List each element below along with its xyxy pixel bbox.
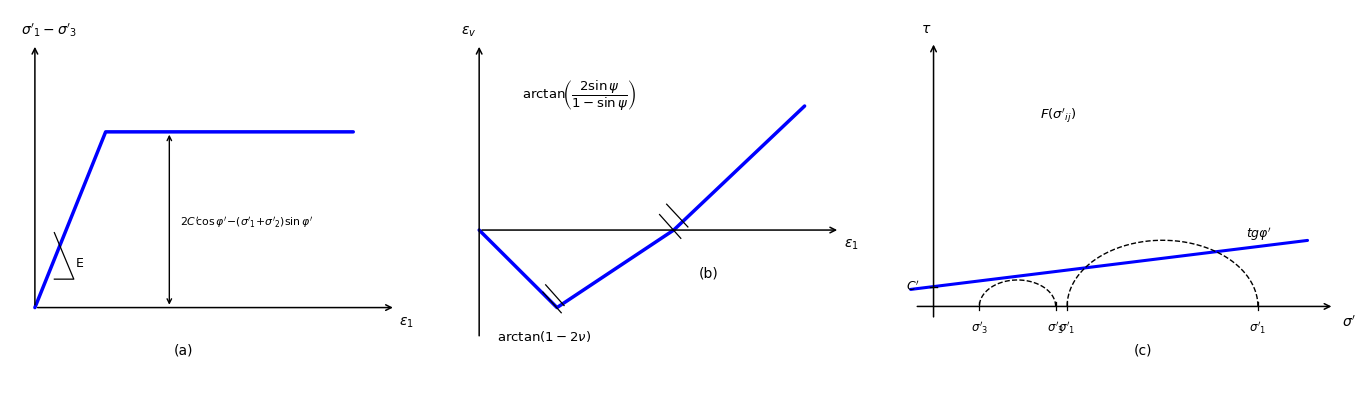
Text: $2C'\!\cos\varphi'\!-\!(\sigma'_1\!+\!\sigma'_2)\sin\varphi'$: $2C'\!\cos\varphi'\!-\!(\sigma'_1\!+\!\s… — [180, 215, 313, 230]
Text: (c): (c) — [1135, 344, 1152, 357]
Text: $\mathrm{arctan}(1-2\nu)$: $\mathrm{arctan}(1-2\nu)$ — [496, 329, 591, 344]
Text: $\sigma'_1$: $\sigma'_1$ — [1249, 319, 1267, 336]
Text: $\varepsilon_v$: $\varepsilon_v$ — [461, 24, 476, 39]
Text: E: E — [75, 257, 83, 270]
Text: $\sigma'_3$: $\sigma'_3$ — [1047, 319, 1065, 336]
Text: (b): (b) — [700, 266, 719, 280]
Text: $\sigma'_1-\sigma'_3$: $\sigma'_1-\sigma'_3$ — [21, 21, 77, 39]
Text: $F(\sigma'_{ij})$: $F(\sigma'_{ij})$ — [1040, 107, 1077, 125]
Text: $\varepsilon_1$: $\varepsilon_1$ — [843, 238, 858, 252]
Text: $\varepsilon_1$: $\varepsilon_1$ — [399, 315, 414, 330]
Text: $\mathrm{arctan}\!\left(\dfrac{2\sin\psi}{1-\sin\psi}\right)$: $\mathrm{arctan}\!\left(\dfrac{2\sin\psi… — [522, 79, 636, 113]
Text: $\sigma'$: $\sigma'$ — [1342, 314, 1356, 330]
Text: $\tau$: $\tau$ — [921, 22, 931, 37]
Text: (a): (a) — [174, 344, 193, 358]
Text: $\sigma'_1$: $\sigma'_1$ — [1058, 319, 1076, 336]
Text: $\sigma'_3$: $\sigma'_3$ — [971, 319, 988, 336]
Text: $tg\varphi'$: $tg\varphi'$ — [1247, 225, 1273, 243]
Text: $C'$: $C'$ — [906, 279, 920, 294]
